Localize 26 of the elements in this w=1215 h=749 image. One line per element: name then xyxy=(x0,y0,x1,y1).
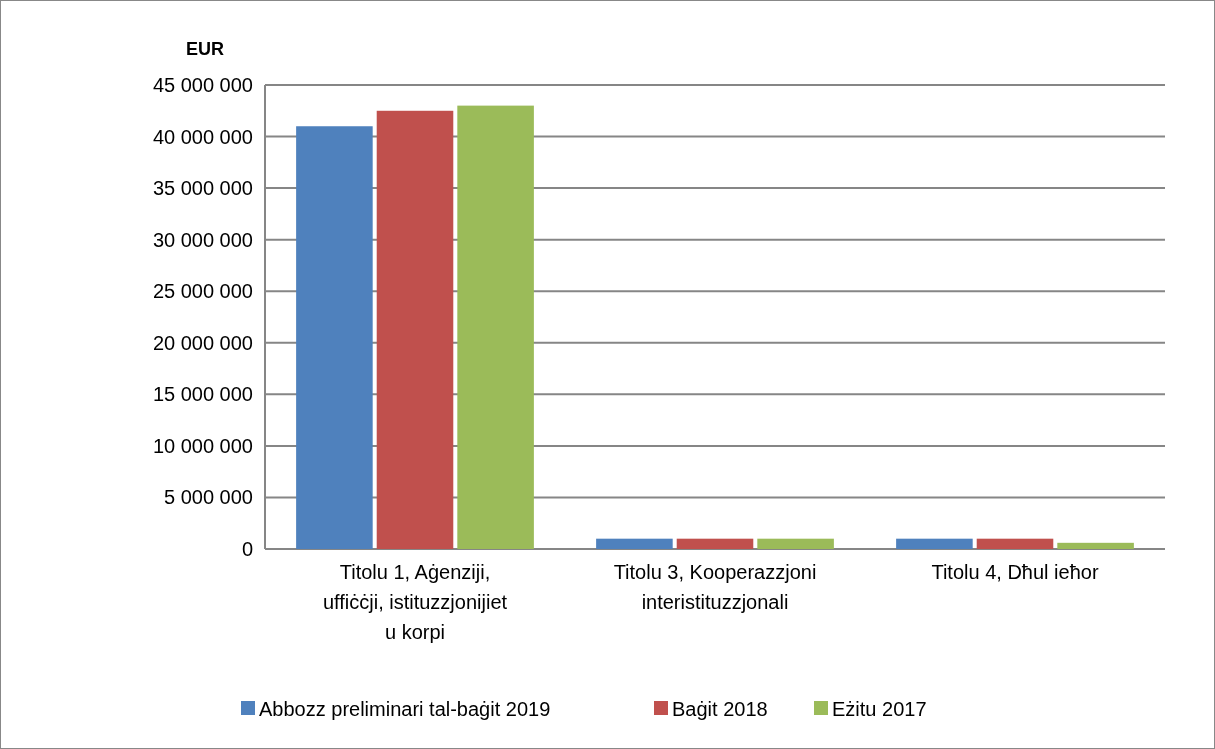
legend-label: Baġit 2018 xyxy=(672,698,768,720)
y-tick-label: 20 000 000 xyxy=(152,331,253,354)
bar xyxy=(976,538,1054,549)
bar xyxy=(757,538,834,549)
bar xyxy=(896,538,973,549)
y-tick-label: 35 000 000 xyxy=(152,177,253,200)
x-tick-label: Titolu 4, Dħul ieħor xyxy=(931,561,1099,583)
bar xyxy=(1057,542,1134,549)
y-axis-title: EUR xyxy=(185,39,225,59)
bar xyxy=(457,105,534,549)
y-tick-label: 15 000 000 xyxy=(152,383,253,406)
x-tick-label: Titolu 3, Kooperazzjoni interistituzzjonali xyxy=(613,561,817,613)
bar xyxy=(676,538,754,549)
x-tick-label: Titolu 1, Aġenziji, uffiċċji, istituzzjonijiet u korpi xyxy=(322,561,508,643)
y-tick-label: 30 000 000 xyxy=(152,228,253,251)
bar xyxy=(296,126,373,549)
legend-label: Abbozz preliminari tal-baġit 2019 xyxy=(259,698,551,720)
y-tick-label: 0 xyxy=(241,538,253,560)
bar xyxy=(596,538,673,549)
y-tick-label: 25 000 000 xyxy=(152,280,253,303)
y-tick-label: 10 000 000 xyxy=(152,434,253,457)
bar xyxy=(376,110,454,549)
y-tick-label: 40 000 000 xyxy=(152,125,253,148)
legend-label: Eżitu 2017 xyxy=(832,698,927,720)
y-tick-label: 45 000 000 xyxy=(152,74,253,96)
y-tick-label: 5 000 000 xyxy=(164,486,253,509)
